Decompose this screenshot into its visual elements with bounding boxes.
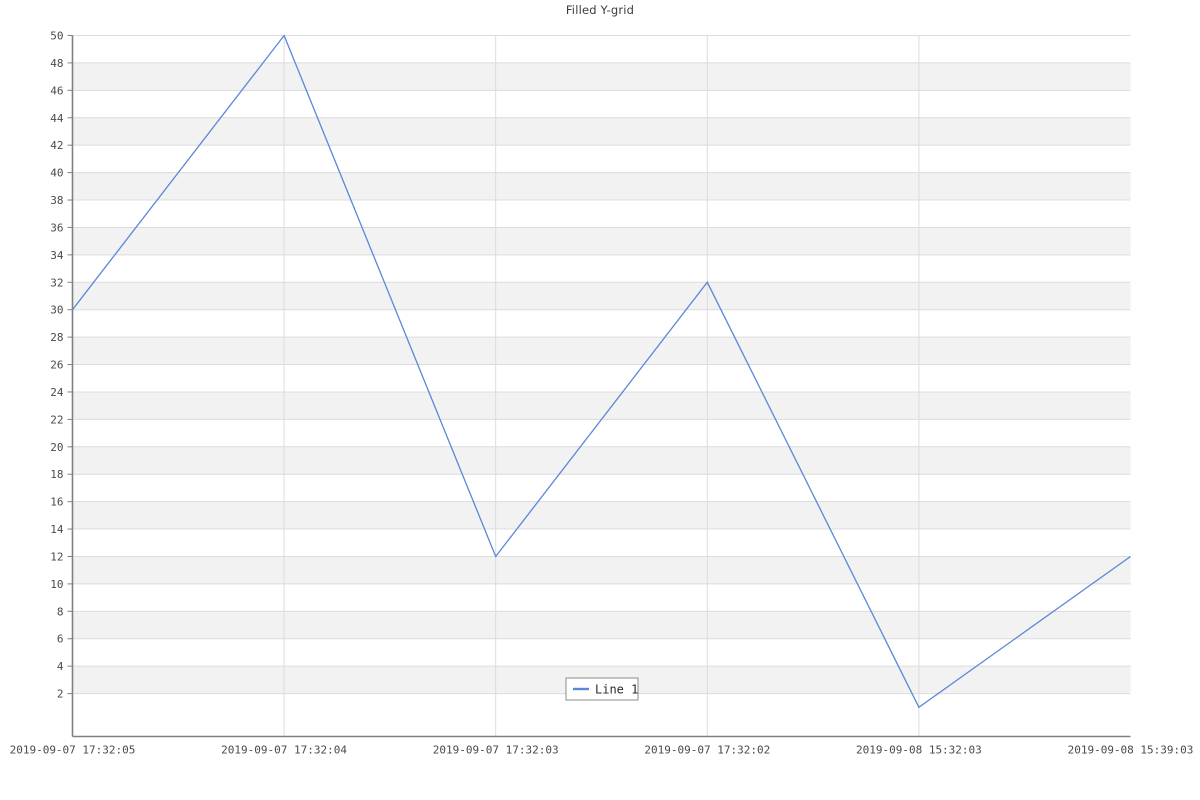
y-tick-label: 32 (50, 276, 63, 289)
y-tick-label: 10 (50, 578, 63, 591)
y-tick-label: 28 (50, 331, 63, 344)
legend-label-line-1[interactable]: Line 1 (595, 683, 638, 697)
legend-box[interactable] (565, 677, 639, 701)
y-tick-label: 20 (50, 441, 63, 454)
y-tick-label: 42 (50, 139, 63, 152)
x-tick-label: 2019-09-07 17:32:04 (221, 744, 347, 757)
x-tick-label: 2019-09-07 17:32:02 (644, 744, 770, 757)
y-tick-label: 44 (50, 112, 64, 125)
y-tick-label: 36 (50, 221, 63, 234)
y-tick-label: 2 (57, 688, 64, 701)
x-tick-label: 2019-09-08 15:32:03 (856, 744, 982, 757)
y-tick-label: 40 (50, 167, 63, 180)
x-axis-tick-labels: 2019-09-07 17:32:05 2019-09-07 17:32:04 20… (10, 744, 1194, 757)
y-axis-ticks (67, 35, 73, 695)
data-series (71, 34, 1131, 709)
axis-lines (71, 35, 1131, 738)
y-tick-label: 14 (50, 523, 64, 536)
y-tick-label: 6 (57, 633, 64, 646)
y-axis-tick-labels: 2468101214161820222426283032343638404244… (50, 30, 64, 701)
y-tick-label: 26 (50, 359, 63, 372)
vertical-gridlines (283, 35, 920, 737)
y-tick-label: 4 (57, 660, 64, 673)
chart-legend[interactable]: Line 1 (565, 677, 639, 701)
grid-bands (72, 62, 1131, 694)
x-tick-label: 2019-09-08 15:39:03 (1068, 744, 1194, 757)
x-tick-label: 2019-09-07 17:32:05 (10, 744, 136, 757)
y-tick-label: 22 (50, 413, 63, 426)
y-tick-label: 38 (50, 194, 63, 207)
y-tick-label: 46 (50, 84, 63, 97)
chart-title: Filled Y-grid (565, 3, 635, 17)
y-tick-label: 18 (50, 468, 63, 481)
y-tick-label: 24 (50, 386, 64, 399)
y-tick-label: 48 (50, 57, 63, 70)
series-line (71, 34, 1131, 709)
x-tick-label: 2019-09-07 17:32:03 (433, 744, 559, 757)
y-tick-label: 30 (50, 304, 63, 317)
y-tick-label: 12 (50, 550, 63, 563)
y-tick-label: 16 (50, 496, 63, 509)
y-tick-label: 8 (57, 605, 64, 618)
y-tick-label: 50 (50, 30, 63, 43)
y-tick-label: 34 (50, 249, 64, 262)
